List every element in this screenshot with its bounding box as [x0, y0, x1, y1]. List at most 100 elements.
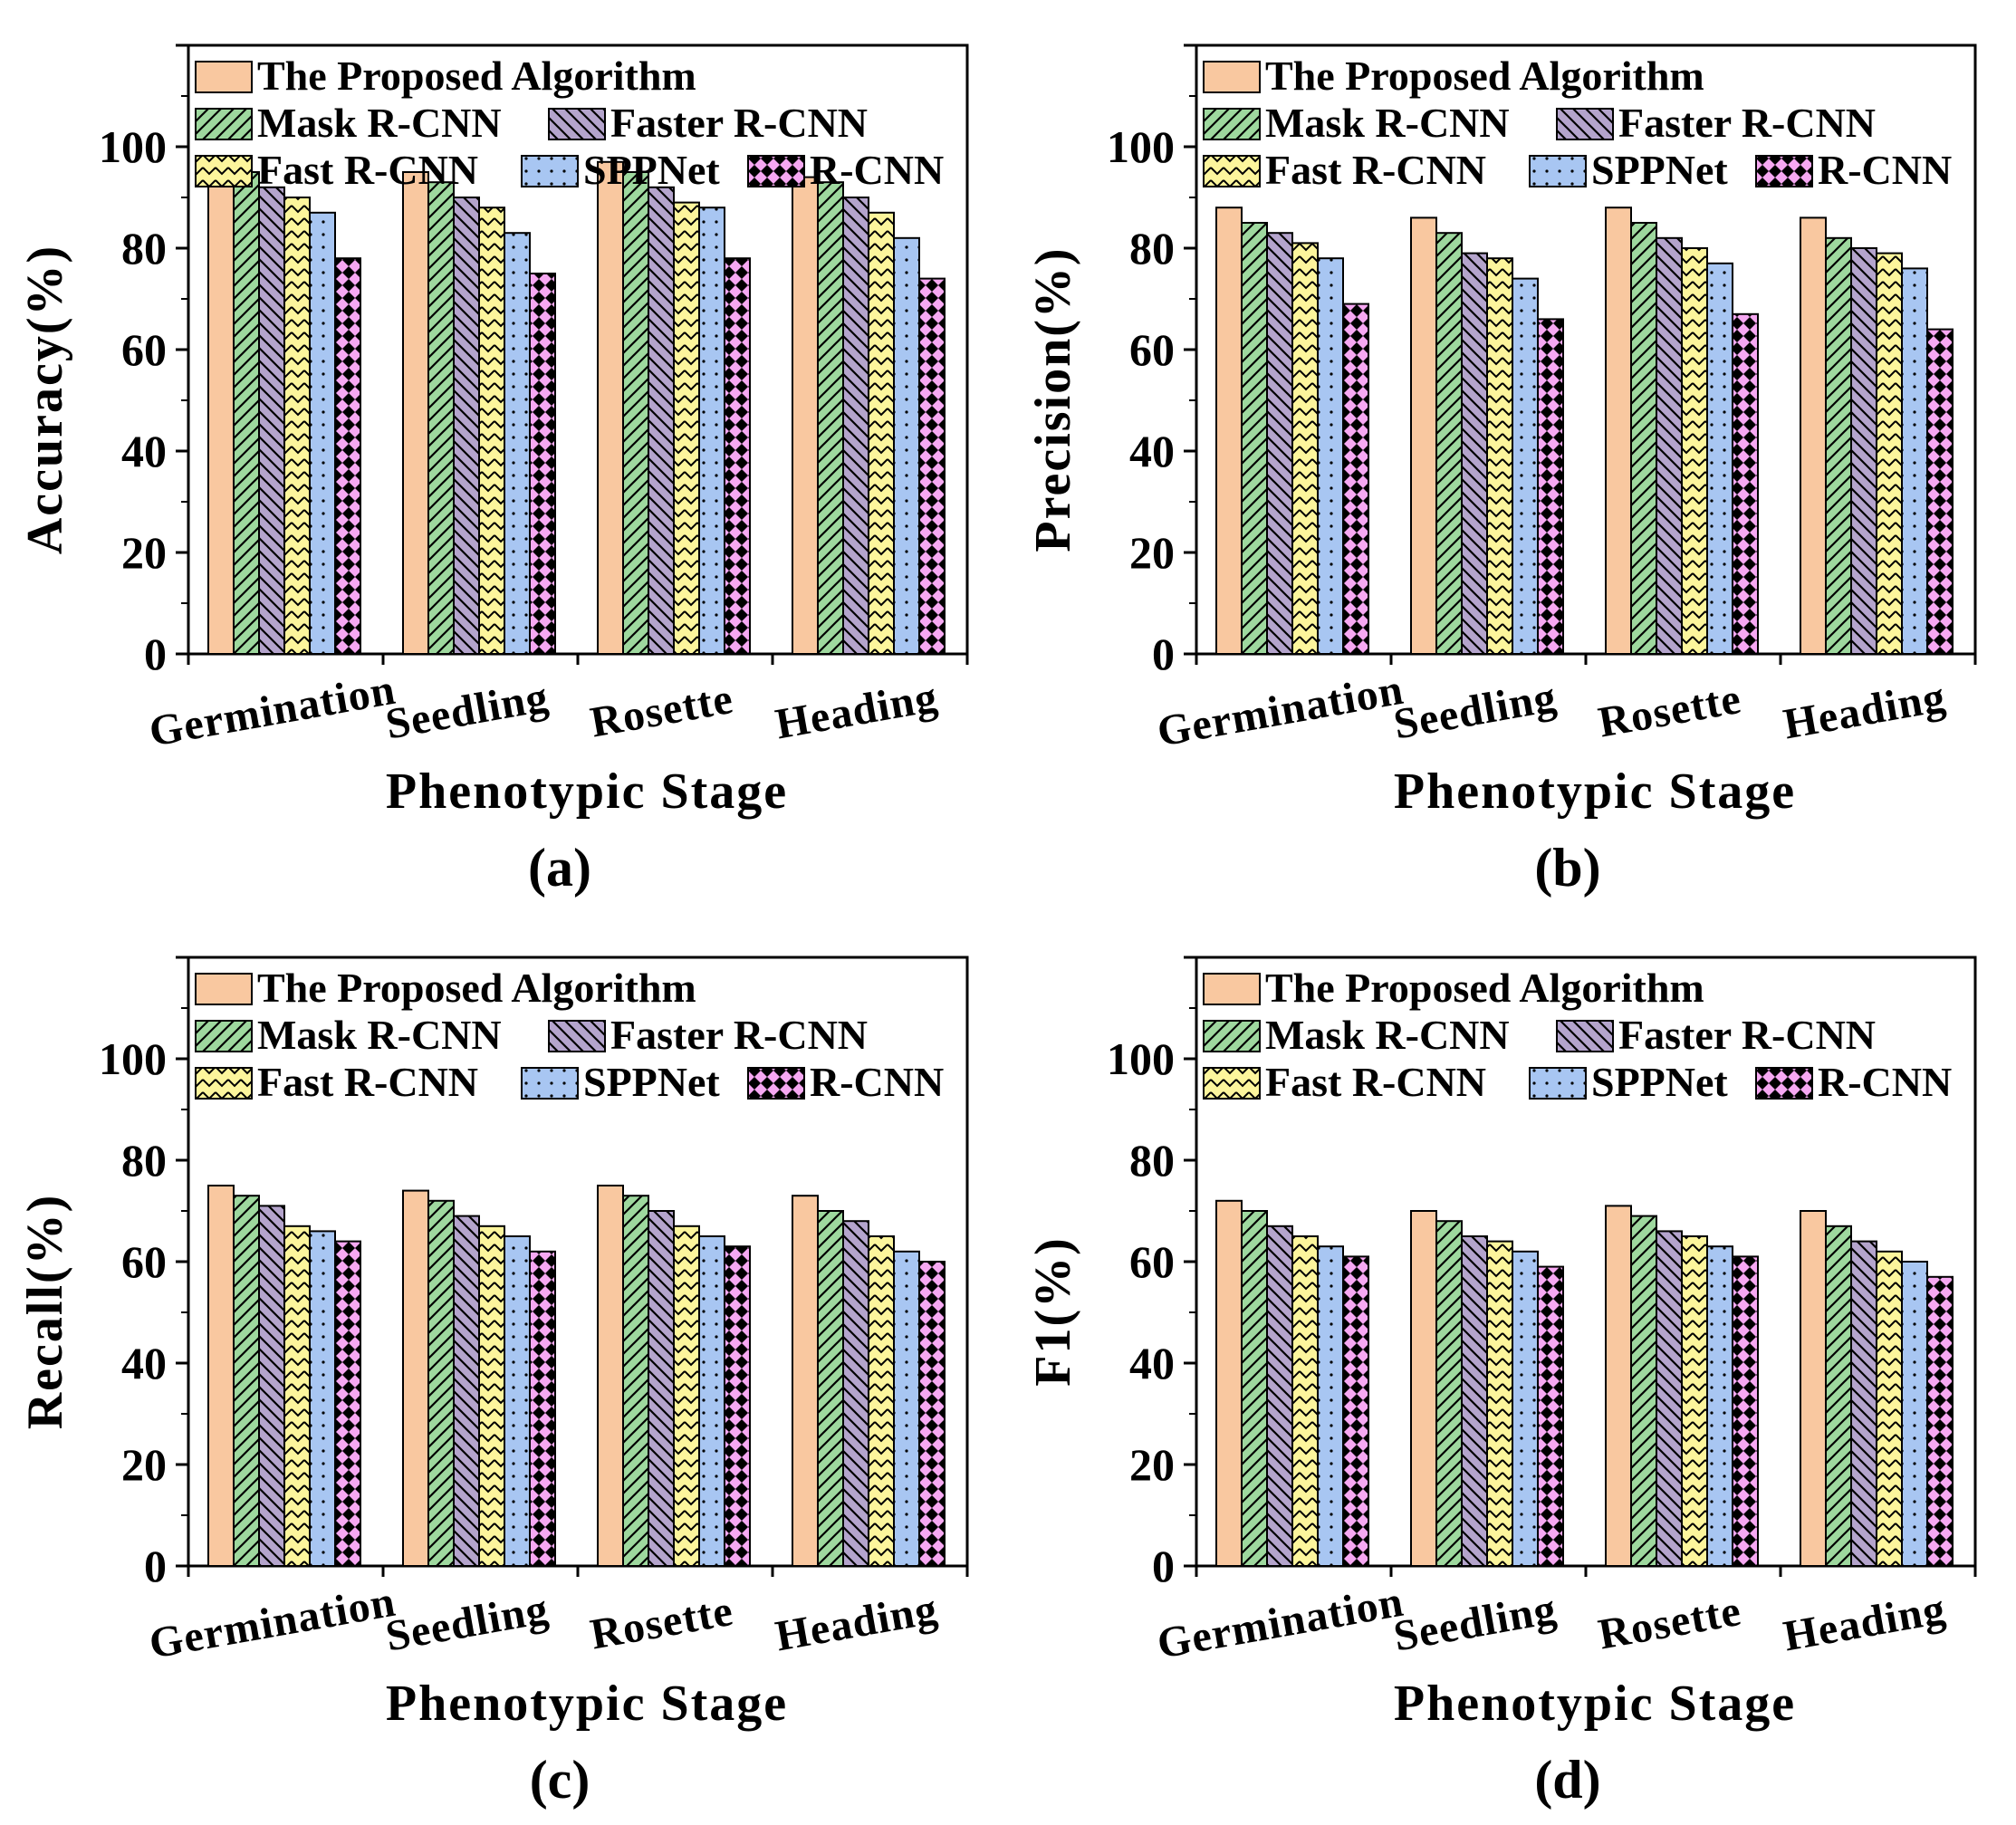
- bar-rosette-series-1: [1630, 1215, 1657, 1567]
- panel-d: 0 20 40 60 80 100 Germination Seedling Rosette He…: [1008, 912, 2016, 1824]
- x-axis-title: Phenotypic Stage: [386, 764, 788, 820]
- bar-rosette-series-2: [648, 1210, 675, 1567]
- bar-seedling-series-4: [504, 232, 531, 655]
- bar-heading-series-5: [918, 1261, 946, 1567]
- legend-label: Faster R-CNN: [610, 100, 868, 146]
- bar-heading-series-4: [1901, 1261, 1928, 1567]
- bar-germination-series-2: [1266, 232, 1293, 655]
- bar-germination-series-3: [283, 197, 311, 655]
- y-tick-label: 40: [1129, 1338, 1175, 1388]
- legend-label: Fast R-CNN: [257, 1059, 478, 1105]
- bar-germination-series-0: [207, 1185, 235, 1567]
- bar-rosette-series-2: [1656, 236, 1683, 655]
- bar-heading-series-3: [868, 1235, 895, 1567]
- legend-label: Mask R-CNN: [1265, 1012, 1510, 1058]
- legend-swatch: [1203, 155, 1261, 187]
- bar-seedling-series-4: [504, 1235, 531, 1567]
- y-tick-label: 100: [1107, 1033, 1175, 1084]
- y-axis-title: Recall(%): [17, 1194, 73, 1430]
- y-tick-label: 20: [121, 527, 167, 578]
- legend-swatch: [1556, 108, 1614, 140]
- bar-seedling-series-5: [1537, 1265, 1564, 1567]
- y-tick-label: 0: [1152, 1541, 1175, 1591]
- y-tick-label: 60: [121, 324, 167, 375]
- y-axis-title: Accuracy(%): [17, 245, 73, 554]
- legend-label: SPPNet: [583, 147, 720, 193]
- bar-rosette-series-5: [724, 1245, 751, 1567]
- x-category-label: Seedling: [1390, 1585, 1560, 1661]
- bar-seedling-series-0: [402, 171, 429, 655]
- legend-swatch: [747, 155, 805, 187]
- bar-germination-series-4: [309, 211, 336, 656]
- bar-germination-series-3: [1291, 242, 1319, 655]
- y-tick-label: 60: [121, 1236, 167, 1287]
- legend-swatch: [747, 1067, 805, 1100]
- bar-germination-series-5: [334, 1240, 361, 1567]
- bar-heading-series-4: [893, 236, 920, 655]
- x-category-label: Heading: [1780, 1585, 1949, 1661]
- bar-heading-series-1: [817, 1210, 844, 1567]
- x-category-label: Seedling: [382, 673, 552, 749]
- bar-seedling-series-5: [529, 273, 556, 655]
- legend-swatch: [548, 1020, 606, 1052]
- bar-rosette-series-0: [597, 160, 624, 656]
- legend-label: R-CNN: [1818, 147, 1952, 193]
- legend-swatch: [195, 1020, 253, 1052]
- bar-germination-series-1: [233, 1195, 260, 1567]
- bar-rosette-series-0: [1605, 207, 1632, 655]
- y-tick-label: 60: [1129, 1236, 1175, 1287]
- bar-heading-series-2: [842, 1220, 869, 1567]
- y-axis-title: F1(%): [1025, 1236, 1081, 1387]
- bar-seedling-series-2: [1461, 1235, 1488, 1567]
- panel-c: 0 20 40 60 80 100 Germination Seedling Rosette He…: [0, 912, 1008, 1824]
- bar-rosette-series-1: [1630, 222, 1657, 655]
- bar-germination-series-3: [283, 1225, 311, 1567]
- legend-label: Mask R-CNN: [1265, 100, 1510, 146]
- bar-germination-series-4: [1317, 257, 1344, 655]
- bar-heading-series-0: [1800, 216, 1827, 655]
- bar-germination-series-2: [258, 186, 285, 656]
- legend-label: Fast R-CNN: [1265, 1059, 1486, 1105]
- bar-heading-series-0: [792, 176, 819, 656]
- legend-label: R-CNN: [1818, 1059, 1952, 1105]
- panel-label: (d): [1534, 1750, 1600, 1810]
- bar-rosette-series-2: [1656, 1230, 1683, 1567]
- panel-b: 0 20 40 60 80 100 Germination Seedling Rosette He…: [1008, 0, 2016, 912]
- bar-heading-series-2: [842, 197, 869, 655]
- x-category-label: Germination: [146, 666, 399, 756]
- bar-germination-series-2: [1266, 1225, 1293, 1567]
- legend-swatch: [195, 1067, 253, 1100]
- x-category-label: Seedling: [382, 1585, 552, 1661]
- x-category-label: Germination: [146, 1578, 399, 1668]
- bar-germination-series-1: [1241, 222, 1268, 655]
- bar-seedling-series-1: [1435, 232, 1463, 655]
- bar-heading-series-2: [1850, 247, 1877, 655]
- bar-heading-series-5: [1926, 328, 1954, 655]
- bar-rosette-series-4: [1706, 262, 1733, 655]
- y-tick-label: 80: [121, 1135, 167, 1186]
- y-tick-label: 0: [144, 629, 167, 679]
- legend-swatch: [1755, 1067, 1813, 1100]
- legend-label: SPPNet: [583, 1059, 720, 1105]
- y-tick-label: 100: [99, 121, 167, 172]
- legend-label: The Proposed Algorithm: [257, 965, 696, 1011]
- bar-seedling-series-2: [453, 197, 480, 655]
- bar-heading-series-3: [1876, 1250, 1903, 1567]
- x-category-label: Germination: [1154, 1578, 1407, 1668]
- legend-label: The Proposed Algorithm: [257, 53, 696, 99]
- bar-seedling-series-5: [1537, 318, 1564, 655]
- bar-seedling-series-1: [1435, 1220, 1463, 1567]
- legend-swatch: [195, 108, 253, 140]
- bar-rosette-series-5: [1732, 1255, 1759, 1567]
- legend-swatch: [1203, 61, 1261, 93]
- bar-germination-series-4: [309, 1230, 336, 1567]
- y-tick-label: 40: [121, 1338, 167, 1388]
- bar-heading-series-3: [1876, 252, 1903, 655]
- x-axis-title: Phenotypic Stage: [1394, 1676, 1796, 1732]
- bar-seedling-series-4: [1512, 277, 1539, 655]
- y-tick-label: 80: [121, 223, 167, 274]
- x-category-label: Germination: [1154, 666, 1407, 756]
- x-category-label: Heading: [1780, 673, 1949, 749]
